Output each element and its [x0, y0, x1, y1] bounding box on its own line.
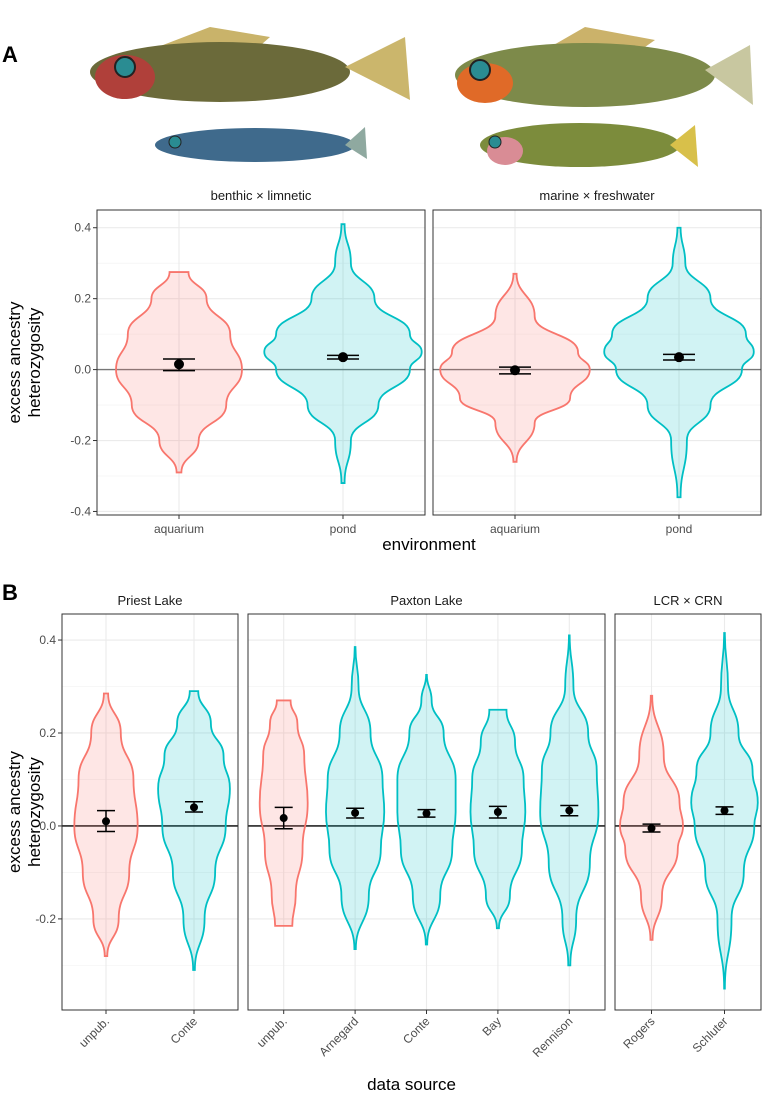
- mean-point: [510, 365, 520, 376]
- x-tick-label: Rogers: [620, 1014, 657, 1051]
- y-tick-label: 0.2: [39, 726, 56, 740]
- y-tick-label: 0.2: [74, 292, 91, 306]
- y-tick-label: -0.2: [70, 434, 91, 448]
- mean-point: [720, 806, 729, 815]
- x-tick-label: unpub.: [76, 1014, 112, 1050]
- panel-label: A: [2, 42, 18, 67]
- x-tick-label: pond: [330, 522, 357, 536]
- violin: [539, 634, 600, 967]
- panel-label: B: [2, 580, 18, 605]
- y-axis-title: excess ancestry: [5, 751, 24, 873]
- x-tick-label: Rennison: [530, 1014, 576, 1060]
- violin: [115, 271, 243, 474]
- mean-point: [565, 806, 574, 815]
- panel-border: [432, 209, 762, 516]
- y-tick-label: 0.0: [39, 819, 56, 833]
- facet-title: Paxton Lake: [390, 593, 462, 608]
- y-tick-label: -0.2: [35, 912, 56, 926]
- y-tick-label: 0.4: [39, 633, 56, 647]
- mean-point: [422, 809, 431, 818]
- panel-border: [96, 209, 426, 516]
- panel-border: [614, 613, 762, 1011]
- facet-title: marine × freshwater: [539, 188, 655, 203]
- facet-title: LCR × CRN: [654, 593, 723, 608]
- y-axis-title: heterozygosity: [25, 307, 44, 417]
- x-tick-label: Conte: [400, 1014, 433, 1047]
- x-tick-label: Bay: [479, 1014, 504, 1039]
- panel-border: [247, 613, 606, 1011]
- violin: [619, 694, 684, 941]
- mean-point: [674, 352, 684, 363]
- y-tick-label: 0.0: [74, 363, 91, 377]
- x-axis-title: environment: [382, 535, 476, 554]
- y-tick-label: -0.4: [70, 504, 91, 518]
- mean-point: [190, 803, 198, 812]
- y-tick-label: 0.4: [74, 221, 91, 235]
- violin: [469, 708, 527, 930]
- mean-point: [647, 824, 656, 833]
- facet-title: Priest Lake: [117, 593, 182, 608]
- violin: [157, 690, 231, 971]
- x-tick-label: Arnegard: [316, 1014, 361, 1059]
- fish-illustrations: [90, 27, 753, 167]
- mean-point: [338, 352, 348, 363]
- x-tick-label: Conte: [168, 1014, 201, 1047]
- x-tick-label: Schluter: [690, 1014, 731, 1055]
- x-axis-title: data source: [367, 1075, 456, 1094]
- x-tick-label: unpub.: [254, 1014, 290, 1050]
- x-tick-label: pond: [666, 522, 693, 536]
- mean-point: [279, 814, 288, 823]
- violin: [325, 646, 386, 951]
- mean-point: [493, 808, 502, 816]
- x-tick-label: aquarium: [490, 522, 540, 536]
- mean-point: [351, 808, 360, 817]
- violin: [603, 226, 755, 499]
- mean-point: [102, 817, 110, 826]
- y-axis-title: excess ancestry: [5, 301, 24, 423]
- facet-title: benthic × limnetic: [211, 188, 312, 203]
- x-tick-label: aquarium: [154, 522, 204, 536]
- y-axis-title: heterozygosity: [25, 757, 44, 867]
- panel-border: [61, 613, 239, 1011]
- mean-point: [174, 359, 184, 370]
